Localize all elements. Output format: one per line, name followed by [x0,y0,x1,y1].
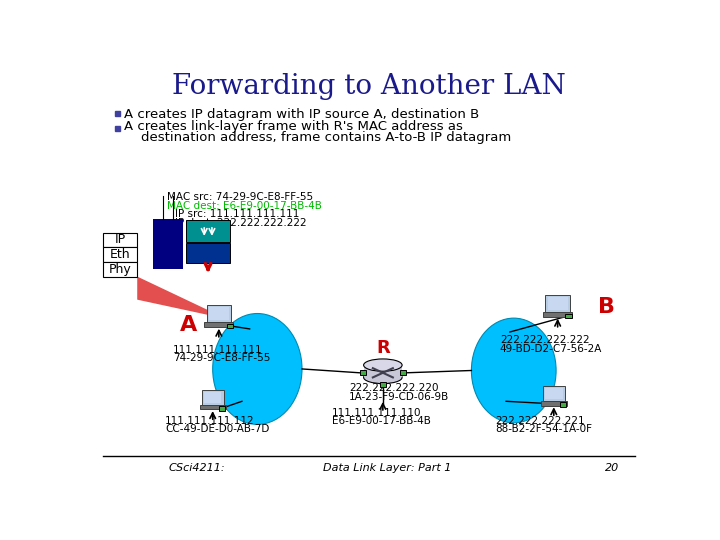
Bar [200,405,225,409]
Text: destination address, frame contains A-to-B IP datagram: destination address, frame contains A-to… [124,131,511,144]
Bar [104,247,138,262]
Text: MAC dest: E6-E9-00-17-BB-4B: MAC dest: E6-E9-00-17-BB-4B [167,201,322,211]
Text: A creates IP datagram with IP source A, destination B: A creates IP datagram with IP source A, … [124,107,480,120]
Text: 222.222.222.221: 222.222.222.221 [495,416,585,426]
Text: IP src: 111.111.111.111: IP src: 111.111.111.111 [175,209,300,219]
Bar [379,382,386,387]
Bar [153,219,163,269]
Text: 111.111.111.110: 111.111.111.110 [332,408,421,418]
Bar [548,298,567,309]
Bar [543,386,564,401]
Bar [545,388,562,399]
Bar [219,406,225,410]
Text: Forwarding to Another LAN: Forwarding to Another LAN [172,73,566,100]
Bar [400,370,406,375]
Bar [186,242,230,262]
Bar [104,262,138,276]
Text: 1A-23-F9-CD-06-9B: 1A-23-F9-CD-06-9B [349,392,449,402]
Ellipse shape [472,318,556,423]
Bar [115,126,120,131]
Bar [541,401,567,406]
Text: 49-BD-D2-C7-56-2A: 49-BD-D2-C7-56-2A [500,344,602,354]
Text: 111.111.111.112: 111.111.111.112 [165,416,255,426]
Bar [209,307,229,320]
Bar [364,365,402,377]
Bar [207,305,231,322]
Bar [104,233,138,247]
Bar [115,111,120,117]
Bar [163,219,173,269]
Text: CSci4211:: CSci4211: [168,462,225,472]
Ellipse shape [212,314,302,424]
Text: CC-49-DE-D0-AB-7D: CC-49-DE-D0-AB-7D [165,424,269,434]
Polygon shape [138,276,227,319]
Bar [565,314,572,318]
Text: A creates link-layer frame with R's MAC address as: A creates link-layer frame with R's MAC … [124,120,463,133]
Bar [204,392,222,403]
Ellipse shape [364,359,402,372]
Text: 111.111.111.111: 111.111.111.111 [173,345,262,355]
Text: Phy: Phy [109,263,132,276]
Text: IP: IP [114,233,126,246]
Text: Data Link Layer: Part 1: Data Link Layer: Part 1 [323,462,451,472]
Text: 222.222.222.220: 222.222.222.220 [349,383,438,393]
Text: 222.222.222.222: 222.222.222.222 [500,335,590,346]
Text: Eth: Eth [110,248,130,261]
Bar [204,322,233,327]
Bar [360,370,366,375]
Bar [227,323,233,328]
Text: A: A [179,315,197,335]
Bar [202,390,223,405]
Text: MAC src: 74-29-9C-E8-FF-55: MAC src: 74-29-9C-E8-FF-55 [167,192,313,202]
Bar [186,220,230,242]
Bar [174,219,183,269]
Text: 74-29-9C-E8-FF-55: 74-29-9C-E8-FF-55 [173,353,270,363]
Text: 20: 20 [606,462,620,472]
Text: B: B [598,298,615,318]
Text: 88-B2-2F-54-1A-0F: 88-B2-2F-54-1A-0F [495,424,593,434]
Text: IP dest: 222.222.222.222: IP dest: 222.222.222.222 [175,218,307,228]
Text: R: R [376,339,390,357]
Ellipse shape [364,372,402,383]
Bar [543,312,572,318]
Bar [545,295,570,312]
Text: E6-E9-00-17-BB-4B: E6-E9-00-17-BB-4B [332,416,431,426]
Bar [560,402,566,407]
